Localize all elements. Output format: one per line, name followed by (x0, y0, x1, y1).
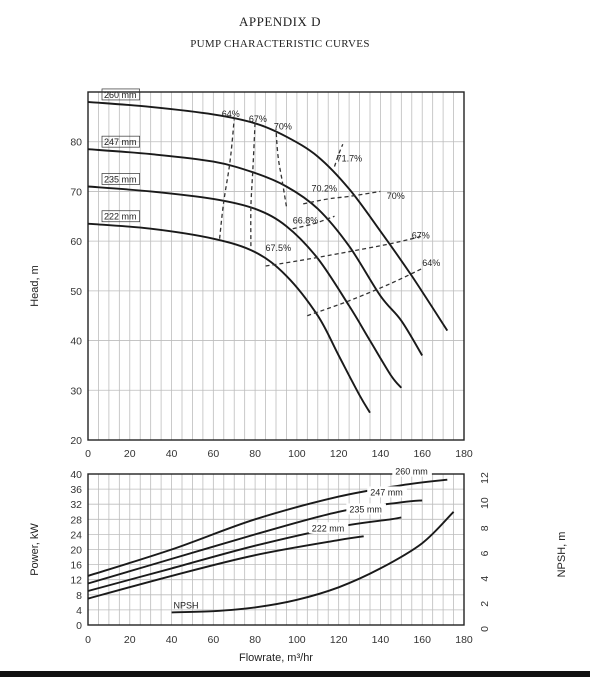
npsh-y-axis-label: NPSH, m (556, 532, 568, 578)
head-series-label-box (101, 173, 140, 185)
head-series-label-box (101, 210, 140, 223)
head-series-label: 260 mm (104, 90, 137, 100)
appendix-label: APPENDIX D (239, 14, 321, 29)
efficiency-line (218, 119, 235, 239)
efficiency-line (250, 121, 256, 247)
power-series-label-bg (346, 503, 386, 515)
head-x-tick-label: 40 (166, 448, 178, 460)
npsh-y-tick-label: 10 (479, 497, 491, 509)
efficiency-label: 67% (249, 114, 267, 124)
power-y-tick-label: 32 (70, 499, 82, 511)
power-y-tick-label: 8 (76, 590, 82, 602)
power-series-line (87, 516, 402, 592)
power-series-label: 222 mm (312, 523, 345, 533)
head-x-tick-label: 20 (124, 448, 136, 460)
power-y-axis-label: Power, kW (29, 523, 41, 576)
power-x-tick-label: 0 (85, 634, 91, 646)
npsh-line (171, 511, 455, 614)
power-x-tick-label: 60 (207, 634, 219, 646)
power-series-label-bg (367, 486, 407, 498)
npsh-y-tick-label: 6 (479, 550, 491, 556)
x-axis-label: Flowrate, m³/hr (239, 652, 313, 664)
efficiency-line (292, 215, 335, 230)
head-x-tick-label: 80 (249, 448, 261, 460)
head-y-tick-label: 70 (70, 186, 82, 198)
head-y-tick-label: 30 (70, 385, 82, 397)
efficiency-label: 67% (412, 231, 430, 241)
power-y-tick-label: 16 (70, 560, 82, 572)
power-y-tick-label: 24 (70, 529, 82, 541)
head-series-label: 247 mm (104, 137, 137, 147)
efficiency-label: 64% (222, 109, 240, 119)
head-x-tick-label: 100 (288, 448, 306, 460)
head-y-tick-label: 50 (70, 286, 82, 298)
power-y-tick-label: 12 (70, 575, 82, 587)
power-x-tick-label: 180 (455, 634, 473, 646)
power-series-line (87, 499, 423, 585)
chart-title: PUMP CHARACTERISTIC CURVES (190, 38, 370, 50)
power-series-label: 247 mm (370, 487, 403, 497)
head-series-label: 235 mm (104, 174, 137, 184)
power-series-label: 235 mm (349, 504, 382, 514)
head-x-tick-label: 160 (413, 448, 431, 460)
efficiency-label: 71.7% (337, 154, 363, 164)
power-y-tick-label: 4 (76, 605, 82, 617)
head-y-tick-label: 60 (70, 236, 82, 248)
efficiency-label: 70% (274, 121, 292, 131)
efficiency-line (275, 129, 288, 207)
efficiency-line (303, 190, 381, 205)
head-series-line (87, 148, 424, 356)
power-x-tick-label: 140 (372, 634, 390, 646)
power-x-tick-label: 100 (288, 634, 306, 646)
screen-bottom-edge (0, 671, 590, 677)
power-x-tick-label: 120 (330, 634, 348, 646)
head-series-label-box (101, 135, 140, 148)
efficiency-line (307, 267, 423, 317)
power-series-label-bg (308, 522, 349, 534)
power-x-tick-label: 80 (249, 634, 261, 646)
head-y-axis-label: Head, m (29, 265, 41, 307)
head-series-line (87, 100, 449, 332)
power-x-tick-label: 20 (124, 634, 136, 646)
npsh-label: NPSH (174, 600, 199, 610)
head-series-label-box (101, 88, 140, 101)
efficiency-label: 67.5% (266, 243, 292, 253)
npsh-y-tick-label: 0 (479, 626, 491, 632)
head-y-tick-label: 20 (70, 435, 82, 447)
head-x-tick-label: 180 (455, 448, 473, 460)
power-series-label: 260 mm (395, 467, 428, 477)
head-series-line (87, 185, 403, 389)
efficiency-label: 66.8% (293, 216, 319, 226)
power-series-line (87, 478, 448, 577)
power-y-tick-label: 36 (70, 484, 82, 496)
head-x-tick-label: 0 (85, 448, 91, 460)
head-x-tick-label: 120 (330, 448, 348, 460)
head-y-tick-label: 40 (70, 336, 82, 348)
head-series-line (87, 222, 371, 414)
power-y-tick-label: 0 (76, 620, 82, 632)
head-plot-frame (87, 91, 465, 441)
power-y-tick-label: 28 (70, 514, 82, 526)
efficiency-label: 70.2% (312, 183, 338, 193)
head-x-tick-label: 140 (372, 448, 390, 460)
efficiency-label: 70% (387, 191, 405, 201)
npsh-y-tick-label: 4 (479, 576, 491, 582)
power-x-tick-label: 160 (413, 634, 431, 646)
head-series-label: 222 mm (104, 212, 137, 222)
power-grid (87, 473, 465, 626)
head-x-tick-label: 60 (207, 448, 219, 460)
power-y-tick-label: 40 (70, 469, 82, 481)
power-series-line (87, 535, 364, 600)
power-plot-frame (87, 473, 465, 626)
efficiency-label: 64% (422, 258, 440, 268)
power-series-label-bg (392, 465, 432, 477)
head-y-tick-label: 80 (70, 137, 82, 149)
power-y-tick-label: 20 (70, 545, 82, 557)
npsh-y-tick-label: 2 (479, 601, 491, 607)
power-x-tick-label: 40 (166, 634, 178, 646)
npsh-y-tick-label: 12 (479, 472, 491, 484)
efficiency-line (333, 143, 344, 167)
npsh-y-tick-label: 8 (479, 525, 491, 531)
